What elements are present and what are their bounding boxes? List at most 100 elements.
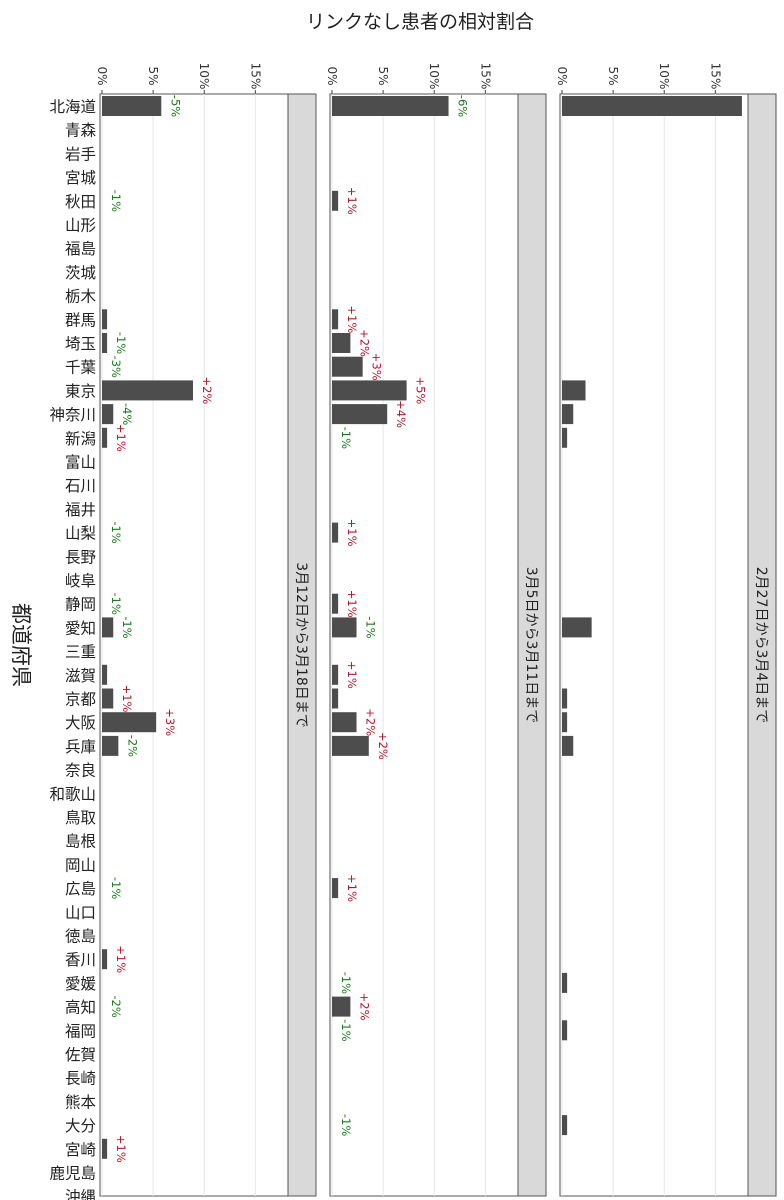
change-label-1-11: +3%	[370, 353, 384, 381]
category-label-18: 山梨	[65, 525, 96, 543]
bar-1-24	[332, 664, 339, 685]
category-label-2: 岩手	[65, 145, 96, 163]
category-label-12: 東京	[65, 382, 96, 400]
bar-1-26	[332, 712, 357, 733]
bar-1-13	[332, 404, 388, 425]
category-label-21: 静岡	[65, 596, 96, 614]
category-label-4: 秋田	[65, 193, 96, 211]
y-axis-title: 都道府県	[9, 603, 33, 687]
change-label-0-18: -1%	[109, 521, 123, 543]
bar-1-22	[332, 617, 357, 638]
change-label-0-4: -1%	[109, 190, 123, 212]
change-label-1-0: -6%	[456, 95, 470, 117]
change-label-0-36: +1%	[114, 945, 128, 973]
tick-label-1-0: 0%	[325, 66, 339, 85]
change-label-0-21: -1%	[109, 592, 123, 614]
category-label-16: 石川	[65, 477, 96, 495]
change-label-0-33: -1%	[109, 877, 123, 899]
bar-0-25	[102, 688, 114, 709]
category-label-30: 鳥取	[65, 809, 96, 827]
category-label-40: 佐賀	[65, 1046, 96, 1064]
category-label-19: 長野	[65, 548, 97, 566]
category-label-38: 高知	[65, 999, 96, 1017]
change-label-0-10: -1%	[114, 332, 128, 354]
tick-label-1-1: 5%	[376, 66, 390, 85]
change-label-0-25: +1%	[120, 685, 134, 713]
bar-1-10	[332, 333, 351, 353]
bar-2-14	[562, 427, 568, 448]
bar-1-25	[332, 688, 339, 709]
category-label-1: 青森	[65, 122, 97, 140]
category-label-39: 福岡	[65, 1022, 96, 1040]
change-label-1-38: +2%	[357, 993, 371, 1021]
change-label-0-26: +3%	[163, 708, 177, 736]
change-label-0-27: -2%	[125, 735, 139, 757]
bar-0-44	[102, 1138, 108, 1159]
facet-label-1: 3月5日から3月11日まで	[523, 567, 539, 724]
change-label-1-22: -1%	[364, 616, 378, 638]
bar-0-10	[102, 333, 108, 353]
change-label-1-37: -1%	[339, 972, 353, 994]
change-label-1-24: +1%	[345, 661, 359, 689]
tick-label-2-0: 0%	[555, 66, 569, 85]
category-label-33: 広島	[65, 880, 96, 898]
category-label-14: 新潟	[65, 430, 96, 448]
bar-1-0	[332, 96, 449, 116]
bar-2-26	[562, 712, 568, 733]
category-label-10: 埼玉	[65, 335, 96, 353]
category-label-44: 宮崎	[65, 1141, 96, 1159]
change-label-1-13: +4%	[394, 400, 408, 428]
change-label-0-38: -2%	[109, 995, 123, 1017]
category-label-23: 三重	[65, 643, 96, 661]
category-label-22: 愛知	[65, 619, 96, 637]
change-label-1-18: +1%	[345, 519, 359, 547]
change-label-0-44: +1%	[114, 1135, 128, 1163]
bar-1-27	[332, 735, 369, 756]
tick-label-2-2: 10%	[657, 63, 671, 90]
category-label-32: 岡山	[65, 856, 96, 874]
category-label-26: 大阪	[65, 714, 96, 732]
change-label-0-12: +2%	[200, 376, 214, 404]
category-label-42: 熊本	[65, 1093, 96, 1111]
bar-0-36	[102, 949, 108, 970]
bar-0-0	[102, 96, 162, 116]
bar-2-37	[562, 972, 568, 993]
category-label-25: 京都	[65, 691, 96, 709]
panel-background-1	[329, 93, 519, 1197]
tick-label-0-2: 10%	[197, 63, 211, 90]
bar-0-24	[102, 664, 108, 685]
change-label-1-12: +5%	[414, 376, 428, 404]
bar-2-25	[562, 688, 568, 709]
category-label-27: 兵庫	[65, 738, 96, 756]
facet-strip-1	[517, 93, 547, 1197]
category-label-34: 山口	[65, 904, 96, 922]
change-label-1-14: -1%	[339, 427, 353, 449]
category-label-17: 福井	[65, 501, 96, 519]
bar-0-14	[102, 427, 108, 448]
category-label-37: 愛媛	[65, 975, 97, 993]
category-label-31: 島根	[65, 833, 96, 851]
change-label-1-26: +2%	[364, 708, 378, 736]
change-label-1-4: +1%	[345, 187, 359, 215]
bar-0-9	[102, 309, 108, 330]
change-label-1-21: +1%	[345, 590, 359, 618]
category-label-5: 山形	[65, 217, 96, 235]
category-label-13: 神奈川	[49, 406, 96, 424]
bar-0-22	[102, 617, 114, 638]
bar-1-18	[332, 522, 339, 543]
bar-1-9	[332, 309, 339, 330]
tick-label-0-0: 0%	[95, 66, 109, 85]
category-label-15: 富山	[65, 454, 96, 472]
bar-0-27	[102, 735, 119, 756]
category-label-45: 鹿児島	[49, 1165, 96, 1183]
facet-label-2: 2月27日から3月4日まで	[753, 567, 769, 724]
facet-strip-2	[747, 93, 777, 1197]
tick-label-1-3: 15%	[478, 63, 492, 90]
tick-label-2-3: 15%	[708, 63, 722, 90]
bar-2-43	[562, 1115, 568, 1136]
change-label-1-10: +2%	[357, 329, 371, 357]
category-label-9: 群馬	[65, 311, 96, 329]
category-label-6: 福島	[65, 240, 96, 258]
bar-0-13	[102, 404, 114, 425]
category-label-46: 沖縄	[65, 1188, 97, 1200]
